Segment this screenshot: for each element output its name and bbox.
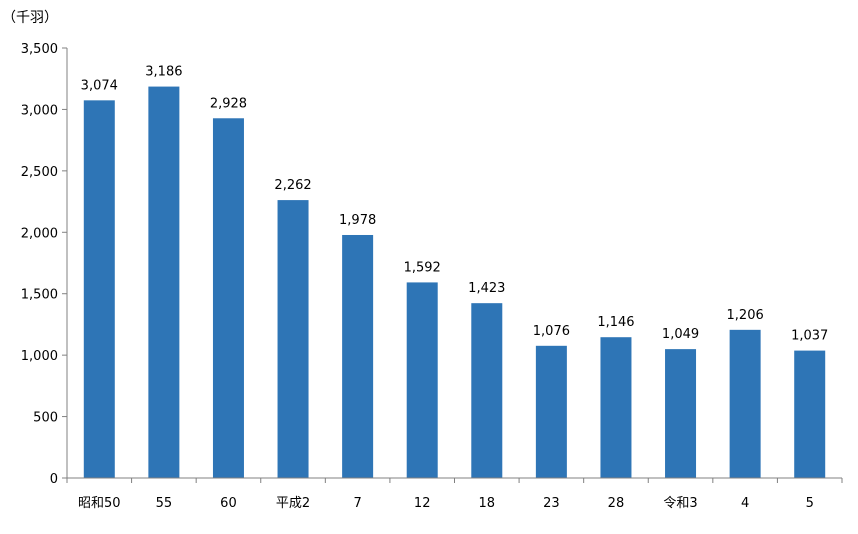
bar <box>729 329 761 478</box>
bar <box>535 345 567 478</box>
bar <box>406 282 438 478</box>
data-labels: 3,074 3,186 2,928 2,262 1,978 1,592 1,423 1,076… <box>81 65 829 344</box>
bar <box>212 118 244 478</box>
y-tick-label: 500 <box>33 411 58 426</box>
bar <box>342 234 374 478</box>
x-tick-label: 28 <box>608 496 625 511</box>
bars <box>83 86 826 478</box>
data-label: 3,186 <box>145 65 182 80</box>
y-axis: 0 500 1,000 1,500 2,000 2,500 3,000 3,500 <box>21 42 68 487</box>
bar <box>148 86 180 478</box>
x-tick-label: 12 <box>414 496 431 511</box>
x-tick-label: 昭和50 <box>78 496 121 511</box>
data-label: 1,592 <box>404 260 441 275</box>
y-tick-label: 2,000 <box>21 226 58 241</box>
data-label: 1,978 <box>339 213 376 228</box>
bar <box>665 349 697 478</box>
x-tick-label: 5 <box>806 496 814 511</box>
x-tick-label: 60 <box>220 496 237 511</box>
x-tick-label: 平成2 <box>276 496 310 511</box>
y-tick-label: 0 <box>50 472 58 487</box>
data-label: 1,206 <box>727 308 764 323</box>
x-tick-label: 令和3 <box>663 496 697 511</box>
y-tick-label: 2,500 <box>21 165 58 180</box>
x-tick-label: 23 <box>543 496 560 511</box>
data-label: 1,037 <box>791 329 828 344</box>
y-tick-label: 1,500 <box>21 288 58 303</box>
bar <box>794 350 826 478</box>
data-label: 3,074 <box>81 78 118 93</box>
bar <box>83 100 115 478</box>
data-label: 2,262 <box>274 178 311 193</box>
x-axis: 昭和50 55 60 平成2 7 12 18 23 28 令和3 4 5 <box>66 477 843 511</box>
data-label: 2,928 <box>210 96 247 111</box>
y-axis-unit-label: （千羽） <box>2 10 58 26</box>
x-tick-label: 18 <box>479 496 496 511</box>
data-label: 1,049 <box>662 327 699 342</box>
x-tick-label: 4 <box>741 496 749 511</box>
data-label: 1,076 <box>533 324 570 339</box>
bar <box>471 303 503 478</box>
data-label: 1,423 <box>468 281 505 296</box>
y-tick-label: 1,000 <box>21 349 58 364</box>
data-label: 1,146 <box>597 315 634 330</box>
x-tick-label: 55 <box>156 496 173 511</box>
y-tick-label: 3,500 <box>21 42 58 57</box>
bar <box>277 200 309 478</box>
x-tick-label: 7 <box>353 496 361 511</box>
y-tick-label: 3,000 <box>21 103 58 118</box>
bar <box>600 337 632 478</box>
